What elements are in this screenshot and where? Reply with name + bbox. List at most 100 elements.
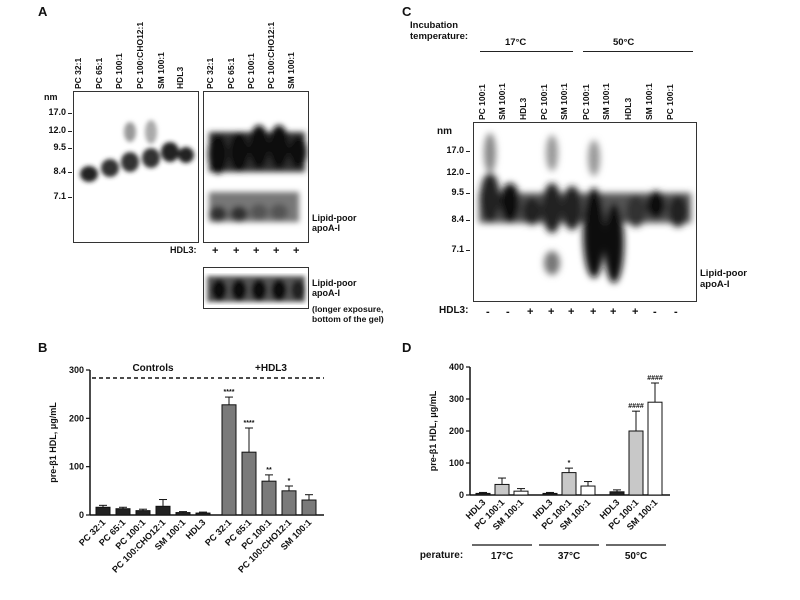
y-tick-label: 100 bbox=[449, 458, 464, 468]
x-tick-label: HDL3 bbox=[184, 517, 208, 541]
significance-marker: **** bbox=[244, 420, 255, 427]
lane-label: PC 65:1 bbox=[94, 57, 104, 89]
temperature-group-label: 50°C bbox=[625, 551, 647, 562]
lane-label: HDL3 bbox=[175, 66, 185, 89]
lane-label: PC 100:1 bbox=[477, 84, 487, 120]
size-tick bbox=[68, 148, 72, 149]
hdl3-sign: + bbox=[548, 306, 555, 318]
hdl3-sign: + bbox=[212, 245, 219, 257]
size-tick bbox=[68, 197, 72, 198]
significance-marker: #### bbox=[647, 375, 663, 382]
size-marker: 8.4 bbox=[451, 214, 464, 224]
bar bbox=[628, 430, 644, 496]
size-tick bbox=[466, 193, 470, 194]
lane-label: PC 100:CHO12:1 bbox=[266, 21, 276, 89]
temperature-group-label: 37°C bbox=[558, 551, 580, 562]
y-tick-label: 200 bbox=[449, 426, 464, 436]
bar bbox=[494, 483, 510, 496]
bar bbox=[561, 472, 577, 496]
panel-a-lipid-poor-label: Lipid-poor apoA-I bbox=[312, 213, 357, 233]
bar bbox=[175, 512, 191, 516]
temp-group-17: 17°C bbox=[505, 37, 527, 48]
bar bbox=[95, 506, 111, 516]
bar bbox=[301, 499, 317, 516]
significance-marker: * bbox=[568, 460, 571, 467]
y-tick-label: 400 bbox=[449, 362, 464, 372]
hdl3-sign: - bbox=[674, 306, 678, 318]
lane-label: PC 100:1 bbox=[114, 53, 124, 89]
bar bbox=[241, 451, 257, 516]
lane-label: SM 100:1 bbox=[559, 83, 569, 120]
y-tick-label: 0 bbox=[79, 510, 84, 520]
bar bbox=[513, 490, 529, 496]
panel-a-hdl3-row-label: HDL3: bbox=[170, 245, 197, 255]
temp-group-17-line bbox=[480, 51, 573, 52]
bar bbox=[135, 510, 151, 516]
size-marker: 8.4 bbox=[53, 166, 66, 176]
bar bbox=[221, 404, 237, 516]
panel-a-gel-right bbox=[203, 91, 309, 243]
size-tick bbox=[68, 113, 72, 114]
lane-label: SM 100:1 bbox=[286, 52, 296, 89]
panel-c-hdl3-row-label: HDL3: bbox=[439, 305, 469, 316]
size-marker: 12.0 bbox=[48, 125, 66, 135]
y-axis-label: pre-β1 HDL, μg/mL bbox=[428, 390, 438, 471]
lane-label: SM 100:1 bbox=[497, 83, 507, 120]
incubation-label: Incubation temperature: bbox=[410, 20, 469, 42]
lane-label: PC 100:1 bbox=[246, 53, 256, 89]
bar bbox=[609, 491, 625, 496]
hdl3-sign: + bbox=[233, 245, 240, 257]
panel-c-letter: C bbox=[402, 4, 412, 19]
bar bbox=[261, 480, 277, 516]
hdl3-sign: + bbox=[632, 306, 639, 318]
hdl3-sign: + bbox=[568, 306, 575, 318]
size-marker: 7.1 bbox=[451, 244, 464, 254]
size-marker: 17.0 bbox=[446, 145, 464, 155]
hdl3-sign: + bbox=[590, 306, 597, 318]
significance-marker: * bbox=[288, 478, 291, 485]
lane-label: PC 32:1 bbox=[205, 57, 215, 89]
lane-label: PC 100:1 bbox=[581, 84, 591, 120]
bar bbox=[542, 492, 558, 496]
lane-label: HDL3 bbox=[518, 97, 528, 120]
panel-a-letter: A bbox=[38, 4, 48, 19]
panel-a-gel-left bbox=[73, 91, 199, 243]
y-tick-label: 200 bbox=[69, 413, 84, 423]
hdl3-sign: + bbox=[293, 245, 300, 257]
hdl3-sign: - bbox=[653, 306, 657, 318]
size-tick bbox=[68, 172, 72, 173]
temperature-group-label: 17°C bbox=[491, 551, 513, 562]
panel-a-exposure-note: (longer exposure, bottom of the gel) bbox=[312, 304, 384, 324]
lane-label: PC 65:1 bbox=[226, 57, 236, 89]
significance-marker: ** bbox=[266, 467, 272, 474]
lane-label: SM 100:1 bbox=[601, 83, 611, 120]
hdl3-sign: + bbox=[253, 245, 260, 257]
y-tick-label: 300 bbox=[69, 365, 84, 375]
size-marker: 9.5 bbox=[451, 187, 464, 197]
panel-c-nm-label: nm bbox=[437, 126, 452, 137]
controls-label: Controls bbox=[132, 363, 174, 374]
temp-group-50: 50°C bbox=[613, 37, 635, 48]
significance-marker: **** bbox=[224, 389, 235, 396]
y-tick-label: 0 bbox=[459, 490, 464, 500]
significance-marker: #### bbox=[628, 403, 644, 410]
y-tick-label: 100 bbox=[69, 462, 84, 472]
temperature-label: Temperature: bbox=[420, 550, 463, 561]
panel-a-gel-exposure bbox=[203, 267, 309, 309]
hdl3-sign: - bbox=[506, 306, 510, 318]
panel-c-gel bbox=[473, 122, 697, 302]
lane-label: PC 100:1 bbox=[665, 84, 675, 120]
size-marker: 17.0 bbox=[48, 107, 66, 117]
panel-a-nm-label: nm bbox=[44, 92, 58, 102]
size-tick bbox=[68, 131, 72, 132]
size-marker: 9.5 bbox=[53, 142, 66, 152]
hdl3-group-label: +HDL3 bbox=[255, 363, 287, 374]
size-marker: 7.1 bbox=[53, 191, 66, 201]
lane-label: HDL3 bbox=[623, 97, 633, 120]
lane-label: SM 100:1 bbox=[156, 52, 166, 89]
hdl3-sign: + bbox=[610, 306, 617, 318]
y-axis-label: pre-β1 HDL, μg/mL bbox=[48, 402, 58, 483]
bar bbox=[647, 401, 663, 496]
panel-b-letter: B bbox=[38, 340, 48, 355]
